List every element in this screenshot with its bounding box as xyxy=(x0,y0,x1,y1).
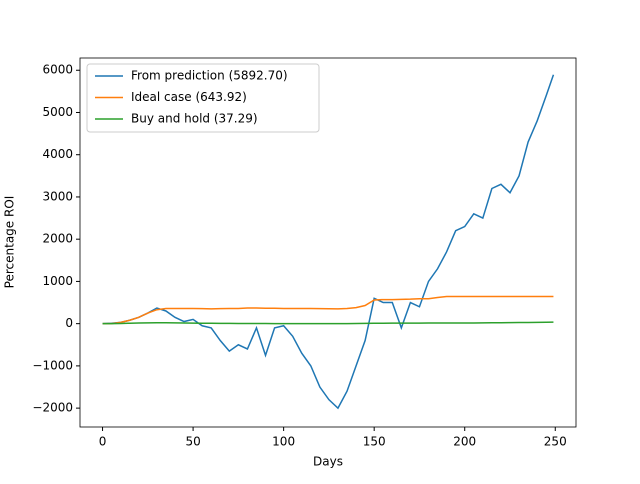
series-line xyxy=(102,321,554,325)
x-tick-label: 50 xyxy=(185,435,200,449)
y-tick-label: 0 xyxy=(65,316,73,330)
y-tick-label: 5000 xyxy=(42,105,73,119)
y-tick-label: 1000 xyxy=(42,274,73,288)
y-tick-label: −2000 xyxy=(32,401,73,415)
series-line xyxy=(102,295,554,325)
x-tick-label: 250 xyxy=(544,435,567,449)
x-tick-label: 100 xyxy=(272,435,295,449)
y-tick-label: 2000 xyxy=(42,232,73,246)
legend-box xyxy=(86,63,320,133)
y-tick-label: 4000 xyxy=(42,147,73,161)
y-tick-label: 3000 xyxy=(42,189,73,203)
x-axis-label: Days xyxy=(313,455,343,469)
x-tick-label: 200 xyxy=(453,435,476,449)
y-axis-label: Percentage ROI xyxy=(3,196,17,289)
y-tick-label: 6000 xyxy=(42,63,73,77)
legend-label: From prediction (5892.70) xyxy=(131,69,288,83)
y-tick-label: −1000 xyxy=(32,358,73,372)
axes-frame xyxy=(79,57,577,428)
x-tick-label: 150 xyxy=(363,435,386,449)
x-tick-label: 0 xyxy=(99,435,107,449)
legend-label: Ideal case (643.92) xyxy=(131,90,247,104)
legend-label: Buy and hold (37.29) xyxy=(131,112,258,126)
series-line xyxy=(102,74,555,410)
